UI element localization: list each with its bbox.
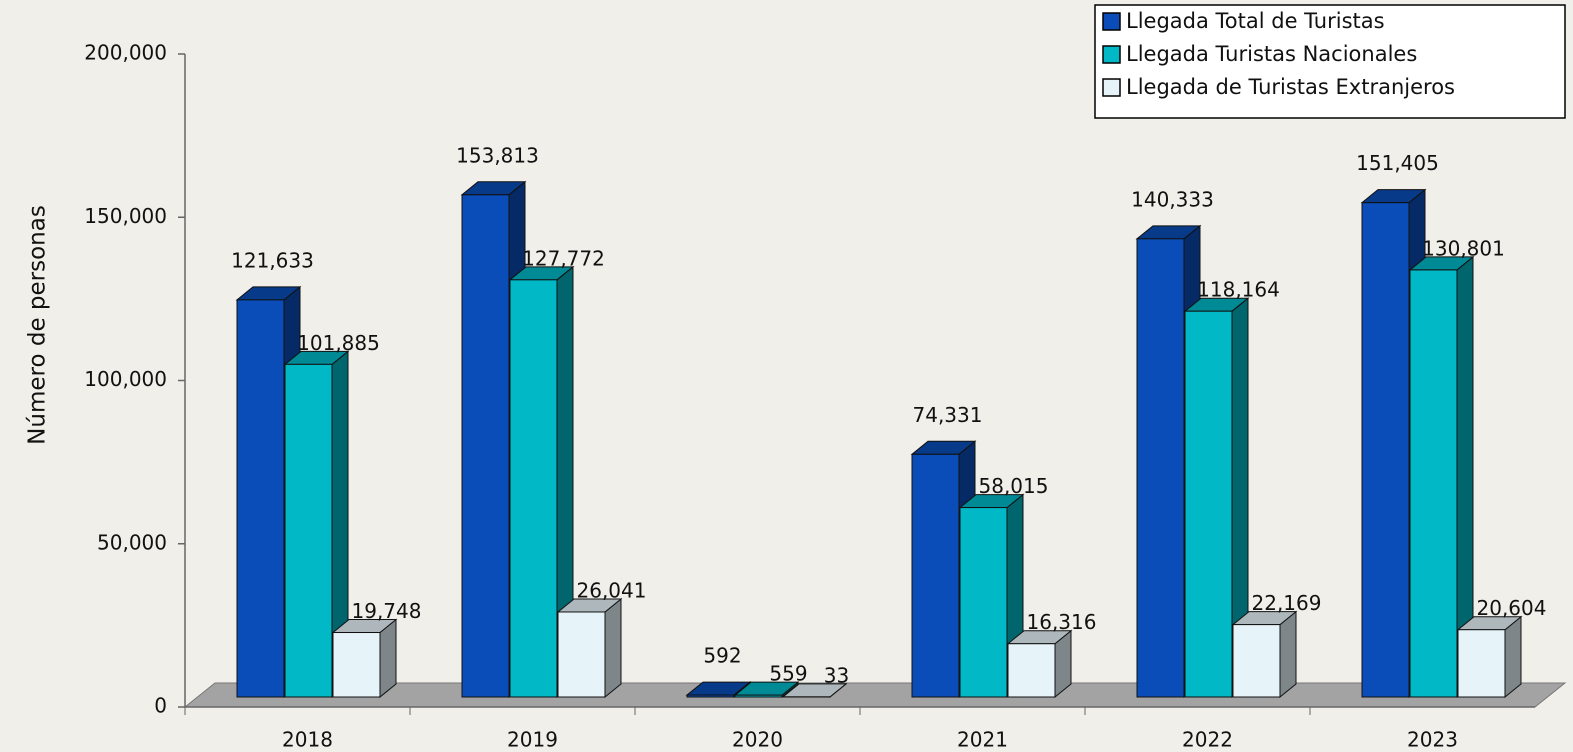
y-tick-label: 100,000 [84,367,167,391]
value-label: 101,885 [297,331,380,355]
value-label: 74,331 [913,403,983,427]
value-label: 16,316 [1027,610,1097,634]
bar [911,453,960,698]
legend-swatch [1102,78,1121,97]
bar [1457,629,1506,698]
bar [686,694,735,698]
value-label: 20,604 [1477,596,1547,620]
legend [1094,4,1566,119]
legend-swatch [1102,12,1121,31]
bar [557,611,606,698]
bar-side [1279,610,1297,699]
value-label: 22,169 [1252,591,1322,615]
value-label: 559 [769,662,807,686]
value-label: 151,405 [1356,151,1439,175]
bar [1136,238,1185,698]
legend-swatch [1102,45,1121,64]
value-label: 19,748 [352,599,422,623]
bar-side [604,597,622,699]
x-tick-label: 2020 [732,728,783,752]
bar [1184,310,1233,698]
bar [1361,202,1410,698]
x-tick-label: 2023 [1407,728,1458,752]
legend-label: Llegada Turistas Nacionales [1126,42,1417,66]
y-tick-label: 150,000 [84,204,167,228]
legend-label: Llegada de Turistas Extranjeros [1126,75,1455,99]
value-label: 58,015 [979,474,1049,498]
legend-label: Llegada Total de Turistas [1126,9,1385,33]
value-label: 118,164 [1197,278,1280,302]
bar-side [1504,615,1522,699]
bar [734,694,783,698]
bar [509,279,558,698]
value-label: 130,801 [1422,236,1505,260]
bar [1409,269,1458,698]
y-tick-label: 0 [154,694,167,718]
value-label: 26,041 [577,578,647,602]
bar [284,363,333,698]
bar [461,194,510,698]
x-tick-label: 2019 [507,728,558,752]
value-label: 121,633 [231,248,314,272]
value-label: 33 [824,663,849,687]
x-tick-label: 2021 [957,728,1008,752]
y-tick-label: 50,000 [97,530,167,554]
x-tick-label: 2022 [1182,728,1233,752]
y-axis-label: Número de personas [25,205,51,445]
bar [1007,643,1056,698]
value-label: 153,813 [456,143,539,167]
y-tick-label: 200,000 [84,41,167,65]
value-label: 127,772 [522,246,605,270]
bar [1232,624,1281,698]
value-label: 140,333 [1131,187,1214,211]
bar [959,507,1008,698]
value-label: 592 [703,644,741,668]
bar [332,632,381,698]
bar [236,299,285,698]
x-tick-label: 2018 [282,728,333,752]
